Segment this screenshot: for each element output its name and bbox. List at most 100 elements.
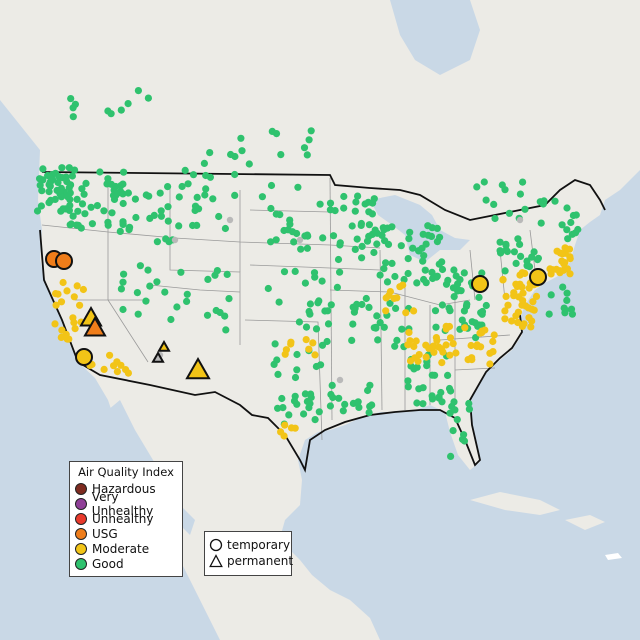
legend-title: Air Quality Index (78, 465, 174, 479)
monitor-dot (460, 437, 469, 445)
monitor-dot (69, 104, 77, 112)
monitor-dot (502, 292, 510, 300)
monitor-dot (514, 235, 522, 243)
temporary-monitor (75, 348, 93, 366)
monitor-dot (340, 192, 348, 201)
monitor-dot (82, 179, 90, 187)
monitor-dot (108, 209, 116, 217)
monitor-dot (164, 217, 172, 225)
permanent-monitor (185, 356, 211, 380)
monitor-dot (271, 340, 279, 348)
monitor-dot (453, 416, 461, 424)
monitor-dot (382, 259, 390, 267)
monitor-dot (51, 320, 59, 328)
monitor-dot (475, 293, 483, 301)
monitor-dot (404, 341, 412, 349)
monitor-dot (527, 323, 535, 331)
monitor-dot (157, 207, 165, 215)
monitor-dot (365, 221, 373, 229)
monitor-dot (512, 312, 520, 320)
great-lakes (370, 195, 470, 262)
monitor-dot (328, 381, 336, 389)
monitor-dot (161, 288, 169, 296)
monitor-dot (206, 149, 214, 157)
monitor-dot (438, 301, 446, 309)
monitor-dot (422, 240, 430, 248)
monitor-dot (305, 345, 313, 353)
monitor-dot (390, 294, 398, 302)
monitor-dot (305, 307, 313, 316)
legend-label: Hazardous (92, 482, 156, 496)
monitor-dot (391, 272, 399, 281)
monitor-dot (306, 399, 314, 408)
monitor-dot (382, 307, 390, 315)
hudson-bay (390, 0, 480, 75)
monitor-dot (117, 182, 125, 190)
monitor-dot (54, 290, 62, 298)
monitor-dot (48, 175, 56, 183)
monitor-dot (144, 266, 152, 274)
monitor-dot (415, 247, 423, 255)
monitor-dot (482, 196, 490, 204)
monitor-dot (462, 302, 471, 310)
monitor-dot (364, 198, 372, 206)
monitor-dot (473, 342, 481, 351)
monitor-dot (525, 263, 534, 271)
monitor-dot (225, 295, 233, 303)
monitor-dot (202, 171, 210, 180)
monitor-dot (306, 300, 314, 308)
monitor-dot (563, 289, 571, 297)
monitor-dot (430, 348, 438, 356)
monitor-dot (404, 269, 412, 278)
monitor-dot (420, 252, 428, 260)
monitor-dot (405, 328, 413, 336)
monitor-dot (393, 336, 401, 344)
monitor-dot (519, 297, 527, 305)
monitor-dot (52, 301, 60, 309)
monitor-dot (355, 403, 363, 411)
monitor-dot (284, 226, 292, 234)
monitor-dot (357, 219, 365, 228)
monitor-dot (383, 278, 392, 286)
monitor-dot (142, 191, 150, 199)
monitor-dot (397, 242, 405, 250)
monitor-dot (438, 398, 446, 406)
monitor-dot (370, 195, 378, 203)
monitor-dot (380, 265, 388, 273)
monitor-dot (516, 216, 524, 224)
monitor-dot (374, 336, 382, 344)
monitor-dot (496, 238, 504, 246)
monitor-dot (280, 268, 289, 276)
monitor-dot (481, 326, 489, 334)
monitor-dot (181, 166, 189, 174)
monitor-dot (281, 421, 289, 429)
monitor-dot (189, 171, 198, 179)
monitor-dot (442, 280, 451, 288)
monitor-dot (278, 394, 286, 403)
monitor-dot (78, 200, 87, 208)
monitor-dot (501, 267, 509, 275)
monitor-dot (433, 336, 441, 344)
monitor-dot (421, 266, 429, 274)
monitor-dot (564, 235, 572, 243)
legend-row-very-unhealthy: Very Unhealthy (75, 490, 182, 518)
monitor-dot (200, 159, 208, 167)
monitor-dot (530, 248, 538, 256)
monitor-dot (117, 106, 125, 114)
monitor-dot (518, 283, 526, 291)
monitor-dot (517, 252, 525, 260)
monitor-dot (125, 224, 133, 232)
permanent-monitor (83, 315, 107, 337)
monitor-dot (510, 248, 518, 256)
monitor-dot (318, 277, 326, 285)
monitor-dot (258, 193, 266, 201)
monitor-dot (164, 183, 172, 191)
monitor-dot (468, 356, 476, 364)
monitor-dot (100, 365, 108, 373)
monitor-dot (547, 291, 555, 299)
monitor-dot (58, 164, 66, 172)
monitor-dot (104, 218, 112, 226)
monitor-dot (537, 219, 545, 227)
monitor-markers (33, 87, 582, 460)
monitor-dot (267, 204, 275, 213)
